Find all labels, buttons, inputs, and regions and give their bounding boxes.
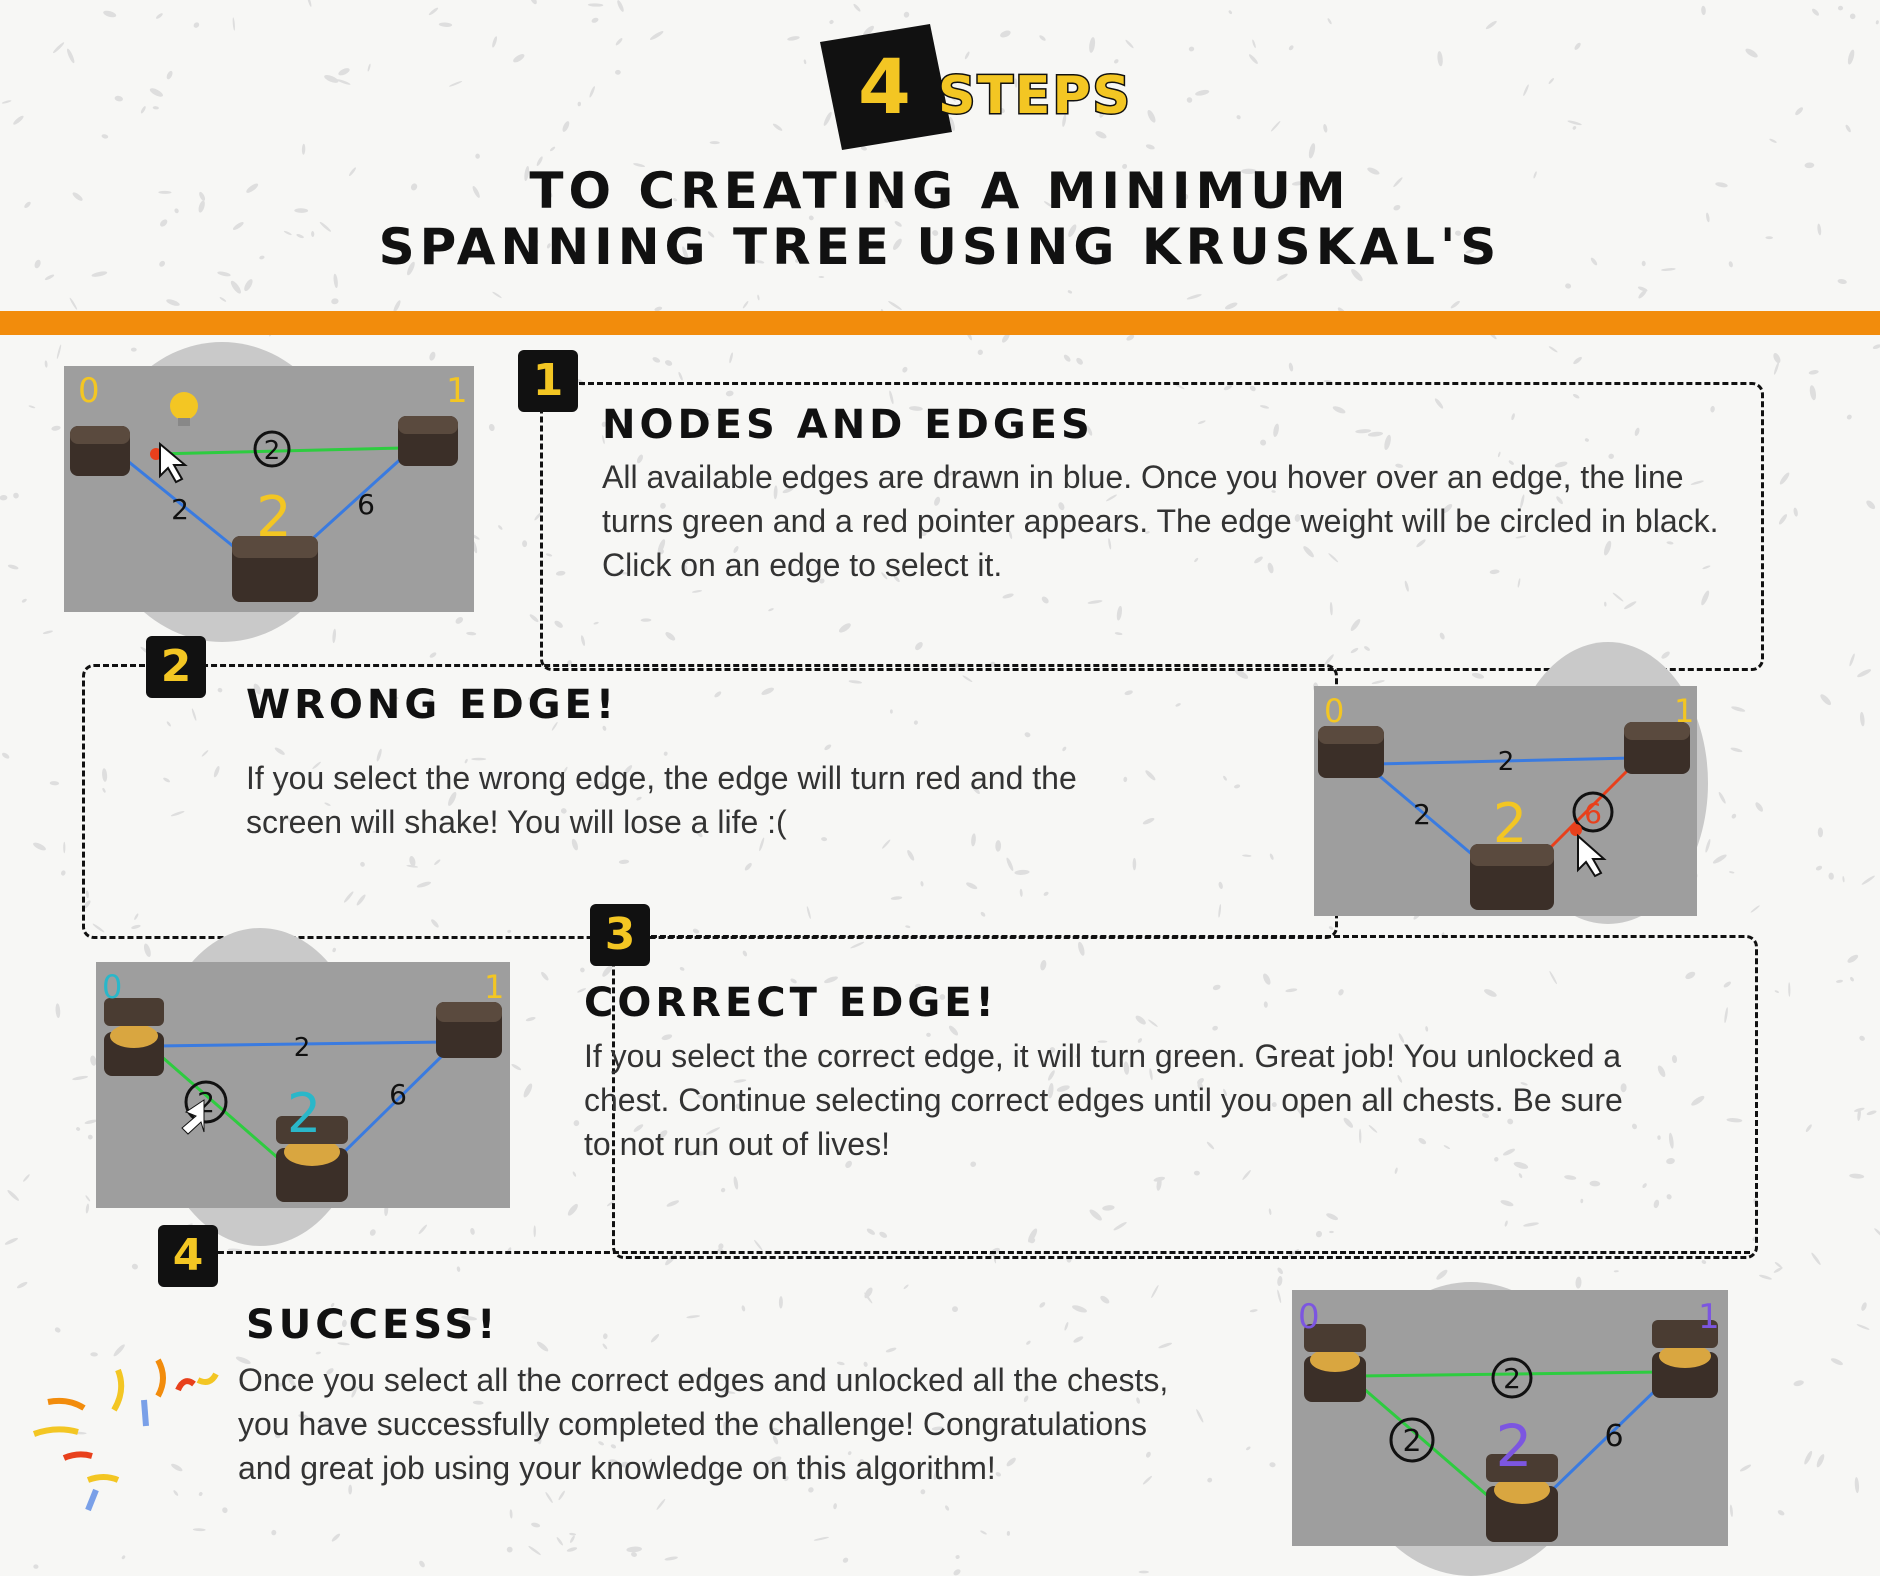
svg-text:2: 2 bbox=[287, 1082, 321, 1145]
step-3-heading: CORRECT EDGE! bbox=[584, 980, 998, 1026]
step-3-screenshot: 2 2 6 0 1 2 bbox=[96, 962, 510, 1208]
step-4-badge: 4 bbox=[158, 1225, 218, 1287]
step-4-heading: SUCCESS! bbox=[246, 1302, 500, 1348]
svg-text:1: 1 bbox=[446, 371, 468, 411]
svg-text:6: 6 bbox=[389, 1078, 407, 1111]
chest-icon bbox=[398, 416, 458, 466]
chest-icon bbox=[436, 1002, 502, 1058]
svg-text:2: 2 bbox=[264, 436, 281, 466]
cursor-icon bbox=[181, 1099, 205, 1135]
svg-text:0: 0 bbox=[102, 968, 122, 1006]
steps-badge-shape bbox=[820, 24, 952, 150]
step-2-badge: 2 bbox=[146, 636, 206, 698]
svg-text:6: 6 bbox=[1584, 797, 1602, 830]
cursor-icon bbox=[1577, 833, 1607, 878]
svg-text:2: 2 bbox=[1498, 747, 1515, 777]
svg-text:2: 2 bbox=[171, 493, 189, 526]
confetti-icon bbox=[32, 1358, 219, 1512]
svg-text:0: 0 bbox=[1324, 692, 1344, 730]
open-chest-icon bbox=[1486, 1454, 1558, 1542]
step-2-text: If you select the wrong edge, the edge w… bbox=[246, 760, 1077, 840]
step-1-frame bbox=[540, 382, 1764, 671]
svg-text:2: 2 bbox=[1402, 1424, 1421, 1459]
svg-text:1: 1 bbox=[484, 968, 504, 1006]
svg-text:1: 1 bbox=[1674, 692, 1694, 730]
svg-text:2: 2 bbox=[256, 485, 292, 550]
svg-text:2: 2 bbox=[294, 1033, 311, 1063]
chest-icon bbox=[1470, 844, 1554, 910]
svg-text:6: 6 bbox=[357, 488, 375, 521]
open-chest-icon bbox=[276, 1116, 348, 1202]
chest-icon bbox=[1318, 726, 1384, 778]
steps-badge-word: STEPS bbox=[936, 65, 1133, 128]
step-4-divider bbox=[200, 1251, 1750, 1254]
chest-icon bbox=[70, 426, 130, 476]
open-chest-icon bbox=[1652, 1320, 1718, 1398]
lightbulb-icon bbox=[170, 392, 198, 426]
svg-text:2: 2 bbox=[1496, 1412, 1533, 1480]
step-1-badge: 1 bbox=[518, 350, 578, 412]
svg-text:2: 2 bbox=[1503, 1362, 1521, 1395]
svg-text:1: 1 bbox=[1698, 1297, 1720, 1337]
step-3-frame bbox=[612, 935, 1758, 1259]
page-title-line1: TO CREATING A MINIMUM bbox=[529, 162, 1351, 220]
step-4-screenshot: 2 2 6 0 1 2 bbox=[1292, 1290, 1728, 1546]
svg-text:6: 6 bbox=[1604, 1419, 1623, 1454]
open-chest-icon bbox=[1304, 1324, 1366, 1402]
step-1-screenshot: 2 2 6 0 1 2 bbox=[64, 366, 474, 612]
svg-text:2: 2 bbox=[1493, 792, 1527, 855]
step-1-heading: NODES AND EDGES bbox=[602, 402, 1094, 448]
step-3-badge: 3 bbox=[590, 904, 650, 966]
svg-text:0: 0 bbox=[1298, 1297, 1320, 1337]
step-2-heading: WRONG EDGE! bbox=[246, 682, 619, 728]
svg-text:2: 2 bbox=[1413, 798, 1431, 831]
header-divider bbox=[0, 311, 1880, 335]
open-chest-icon bbox=[104, 998, 164, 1076]
chest-icon bbox=[1624, 722, 1690, 774]
step-1-text: All available edges are drawn in blue. O… bbox=[602, 459, 1719, 583]
step-4-text: Once you select all the correct edges an… bbox=[238, 1362, 1169, 1486]
cursor-icon bbox=[159, 441, 188, 484]
steps-badge-number: 4 bbox=[858, 42, 911, 131]
step-3-text: If you select the correct edge, it will … bbox=[584, 1038, 1623, 1162]
chest-icon bbox=[232, 536, 318, 602]
page-title-line2: SPANNING TREE USING KRUSKAL'S bbox=[378, 218, 1502, 276]
svg-text:0: 0 bbox=[78, 371, 100, 411]
step-2-screenshot: 2 2 6 0 1 2 bbox=[1314, 686, 1697, 916]
